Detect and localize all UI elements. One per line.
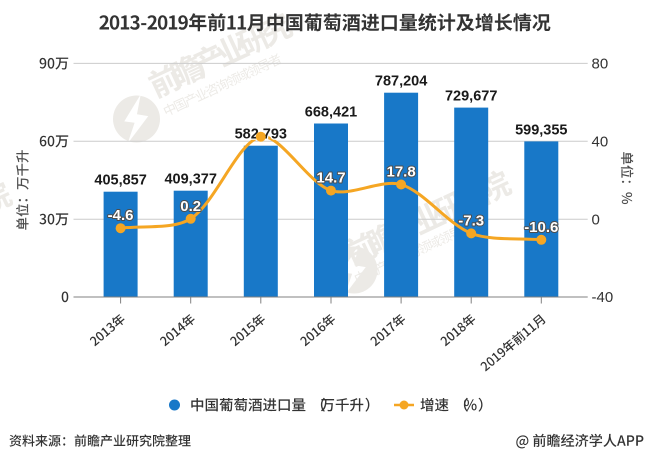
- svg-text:14.7: 14.7: [316, 170, 345, 187]
- svg-text:0: 0: [592, 211, 600, 228]
- svg-text:409,377: 409,377: [164, 172, 216, 188]
- svg-text:599,355: 599,355: [515, 122, 567, 138]
- svg-text:17.8: 17.8: [386, 164, 415, 181]
- svg-text:405,857: 405,857: [94, 173, 146, 189]
- svg-text:-10.6: -10.6: [524, 219, 558, 236]
- svg-text:729,677: 729,677: [445, 89, 497, 105]
- svg-text:668,421: 668,421: [305, 105, 357, 121]
- svg-text:787,204: 787,204: [375, 74, 427, 90]
- svg-text:-4.6: -4.6: [108, 207, 134, 224]
- svg-text:0.2: 0.2: [180, 198, 201, 215]
- svg-text:40: 40: [592, 133, 609, 150]
- svg-text:-7.3: -7.3: [458, 212, 484, 229]
- svg-text:80: 80: [592, 56, 609, 73]
- svg-text:-40: -40: [592, 289, 614, 306]
